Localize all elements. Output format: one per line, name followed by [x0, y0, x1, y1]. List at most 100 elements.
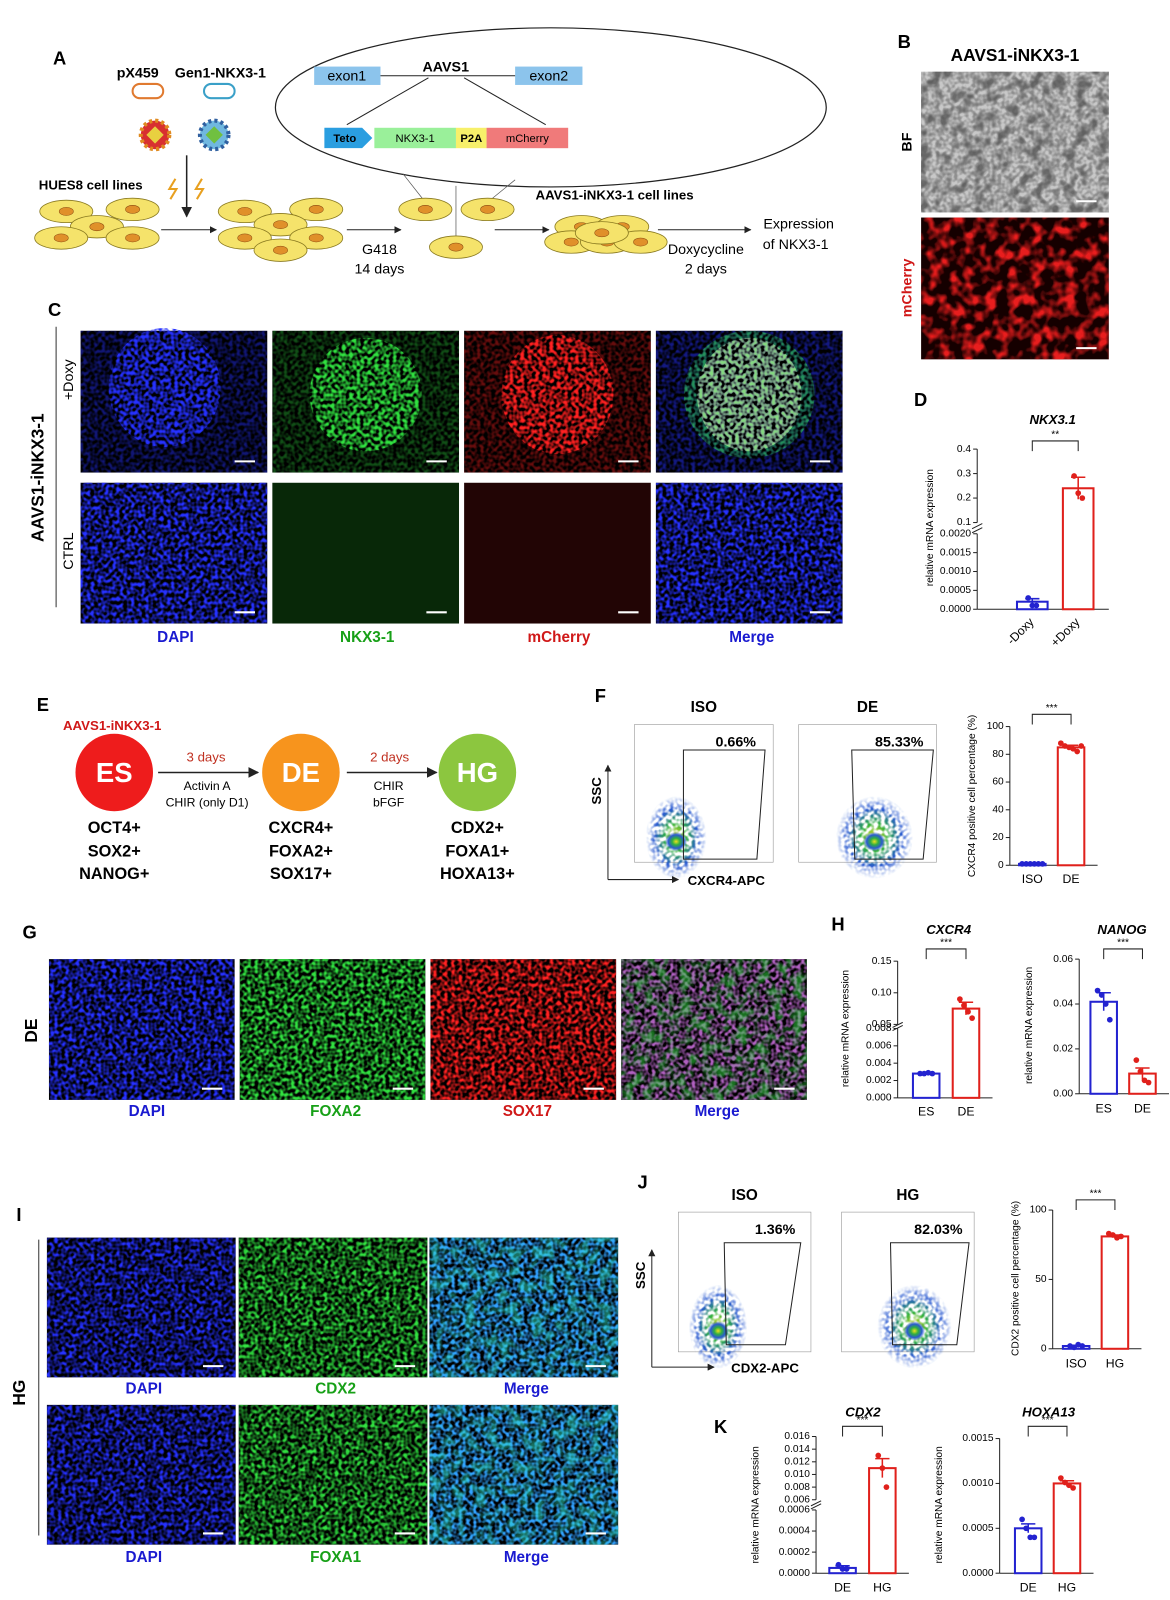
- gate-percentage: 0.66%: [716, 735, 757, 751]
- image-layer: [108, 327, 221, 448]
- x-tick-label: HG: [1058, 1581, 1076, 1595]
- axis-break: [892, 1024, 903, 1031]
- sample-label: DE: [857, 699, 878, 716]
- step-duration: 3 days: [187, 750, 226, 765]
- significance: **: [1051, 430, 1059, 441]
- point: [1027, 861, 1034, 867]
- y-tick-label: 0.012: [784, 1456, 810, 1467]
- x-tick-label: HG: [873, 1581, 891, 1595]
- point: [917, 1070, 923, 1077]
- micrograph: [621, 959, 807, 1100]
- y-tick-label: 0.06: [1053, 954, 1073, 965]
- step-factor: CHIR (only D1): [166, 795, 249, 809]
- axis-break: [810, 1500, 822, 1507]
- point: [883, 1484, 890, 1490]
- image-layer: [80, 482, 268, 624]
- marker: NANOG+: [79, 865, 149, 883]
- nucleus: [563, 237, 579, 247]
- point: [875, 1452, 882, 1459]
- image-layer: [621, 959, 807, 1100]
- construct-part: [486, 127, 569, 149]
- gate: [851, 749, 934, 860]
- image-bg: [272, 482, 460, 624]
- stage-label: ES: [96, 757, 133, 788]
- point: [1071, 473, 1077, 479]
- stage-label: DE: [282, 757, 320, 788]
- y-tick-label: 20: [992, 832, 1004, 843]
- y-tick-label: 0.0000: [962, 1568, 993, 1579]
- plasmid: pX459: [117, 65, 159, 81]
- bar: [1089, 1000, 1118, 1095]
- nucleus: [417, 205, 433, 214]
- point: [929, 1070, 936, 1077]
- y-axis-label: relative mRNA expression: [934, 1446, 945, 1563]
- cells: [34, 197, 668, 262]
- point: [1070, 1485, 1076, 1491]
- panel-label: G: [22, 921, 36, 942]
- event-core: [707, 1321, 729, 1341]
- cell-line-label: AAVS1-iNKX3-1 cell lines: [536, 188, 694, 203]
- significance: ***: [940, 937, 952, 948]
- y-axis-label: relative mRNA expression: [751, 1446, 762, 1563]
- bar: [1052, 1482, 1082, 1575]
- plasmid-icon: [131, 82, 165, 100]
- significance-bracket: [1031, 713, 1072, 725]
- chart-title: NKX3.1: [1029, 412, 1075, 427]
- point: [835, 1561, 842, 1568]
- x-tick-label: DE: [1134, 1101, 1151, 1115]
- construct-part: [374, 127, 456, 149]
- chart-title: CXCR4: [926, 922, 972, 937]
- image-bg: [464, 482, 651, 624]
- stage-label: HG: [457, 757, 498, 788]
- image-layer: [429, 1404, 619, 1545]
- significance: ***: [1046, 703, 1058, 714]
- micrograph: [238, 1237, 428, 1378]
- point: [969, 1015, 975, 1021]
- point: [1070, 745, 1076, 752]
- point: [1019, 861, 1025, 867]
- construct-label: Teto: [333, 133, 356, 145]
- y-tick-label: 0.016: [784, 1431, 810, 1442]
- point: [1078, 743, 1085, 749]
- y-axis-label: CXCR4 positive cell percentage (%): [967, 715, 978, 878]
- micrograph: [464, 330, 651, 473]
- exon: [515, 66, 583, 85]
- channel-label: DAPI: [129, 1103, 166, 1120]
- point: [957, 996, 963, 1002]
- point: [1066, 1482, 1072, 1489]
- y-axis-label: relative mRNA expression: [840, 970, 851, 1087]
- nucleus: [594, 228, 610, 238]
- y-tick-label: 0.00: [1053, 1088, 1073, 1099]
- channel-label: FOXA1: [310, 1549, 361, 1566]
- significance: ***: [857, 1415, 869, 1426]
- y-tick-label: 0.0020: [940, 528, 971, 539]
- nucleus: [53, 233, 69, 243]
- micrograph: [239, 959, 426, 1100]
- marker: SOX2+: [88, 842, 141, 860]
- channel-label: FOXA2: [310, 1103, 361, 1120]
- channel-label: Merge: [729, 629, 774, 646]
- y-tick-label: 0.008: [866, 1023, 892, 1034]
- locus-label: AAVS1: [423, 59, 470, 75]
- y-tick-label: 0.0005: [962, 1523, 993, 1534]
- step-label: 2 days: [685, 261, 727, 277]
- y-tick-label: 0.15: [872, 956, 892, 967]
- image-layer: [921, 71, 1109, 213]
- micrograph: [238, 1404, 428, 1545]
- bar: [1056, 746, 1086, 867]
- panel-label: F: [595, 685, 606, 706]
- construct-label: P2A: [460, 133, 482, 145]
- row-label: +Doxy: [61, 358, 77, 400]
- construct-label: mCherry: [506, 133, 549, 145]
- markers: OCT4+ SOX2+ NANOG+ CXCR4+ FOXA2+ SOX17+ CDX2+ F…: [79, 819, 515, 883]
- panel-label: A: [53, 47, 66, 68]
- chart-title: CDX2: [845, 1405, 881, 1420]
- y-tick-label: 60: [992, 777, 1004, 788]
- channel-label: DAPI: [126, 1549, 163, 1566]
- y-tick-label: 0.02: [1053, 1044, 1073, 1055]
- virus: [138, 118, 172, 152]
- point: [1029, 602, 1036, 609]
- image-layer: [655, 482, 843, 624]
- image-layer: [430, 959, 617, 1100]
